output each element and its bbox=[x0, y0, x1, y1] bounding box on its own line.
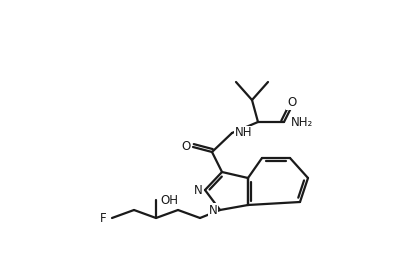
Text: OH: OH bbox=[160, 194, 178, 206]
Text: F: F bbox=[99, 211, 106, 224]
Text: NH: NH bbox=[235, 126, 253, 139]
Text: O: O bbox=[181, 140, 191, 153]
Text: N: N bbox=[194, 183, 202, 196]
Text: NH₂: NH₂ bbox=[291, 116, 313, 129]
Text: N: N bbox=[209, 204, 217, 216]
Text: O: O bbox=[288, 97, 297, 110]
